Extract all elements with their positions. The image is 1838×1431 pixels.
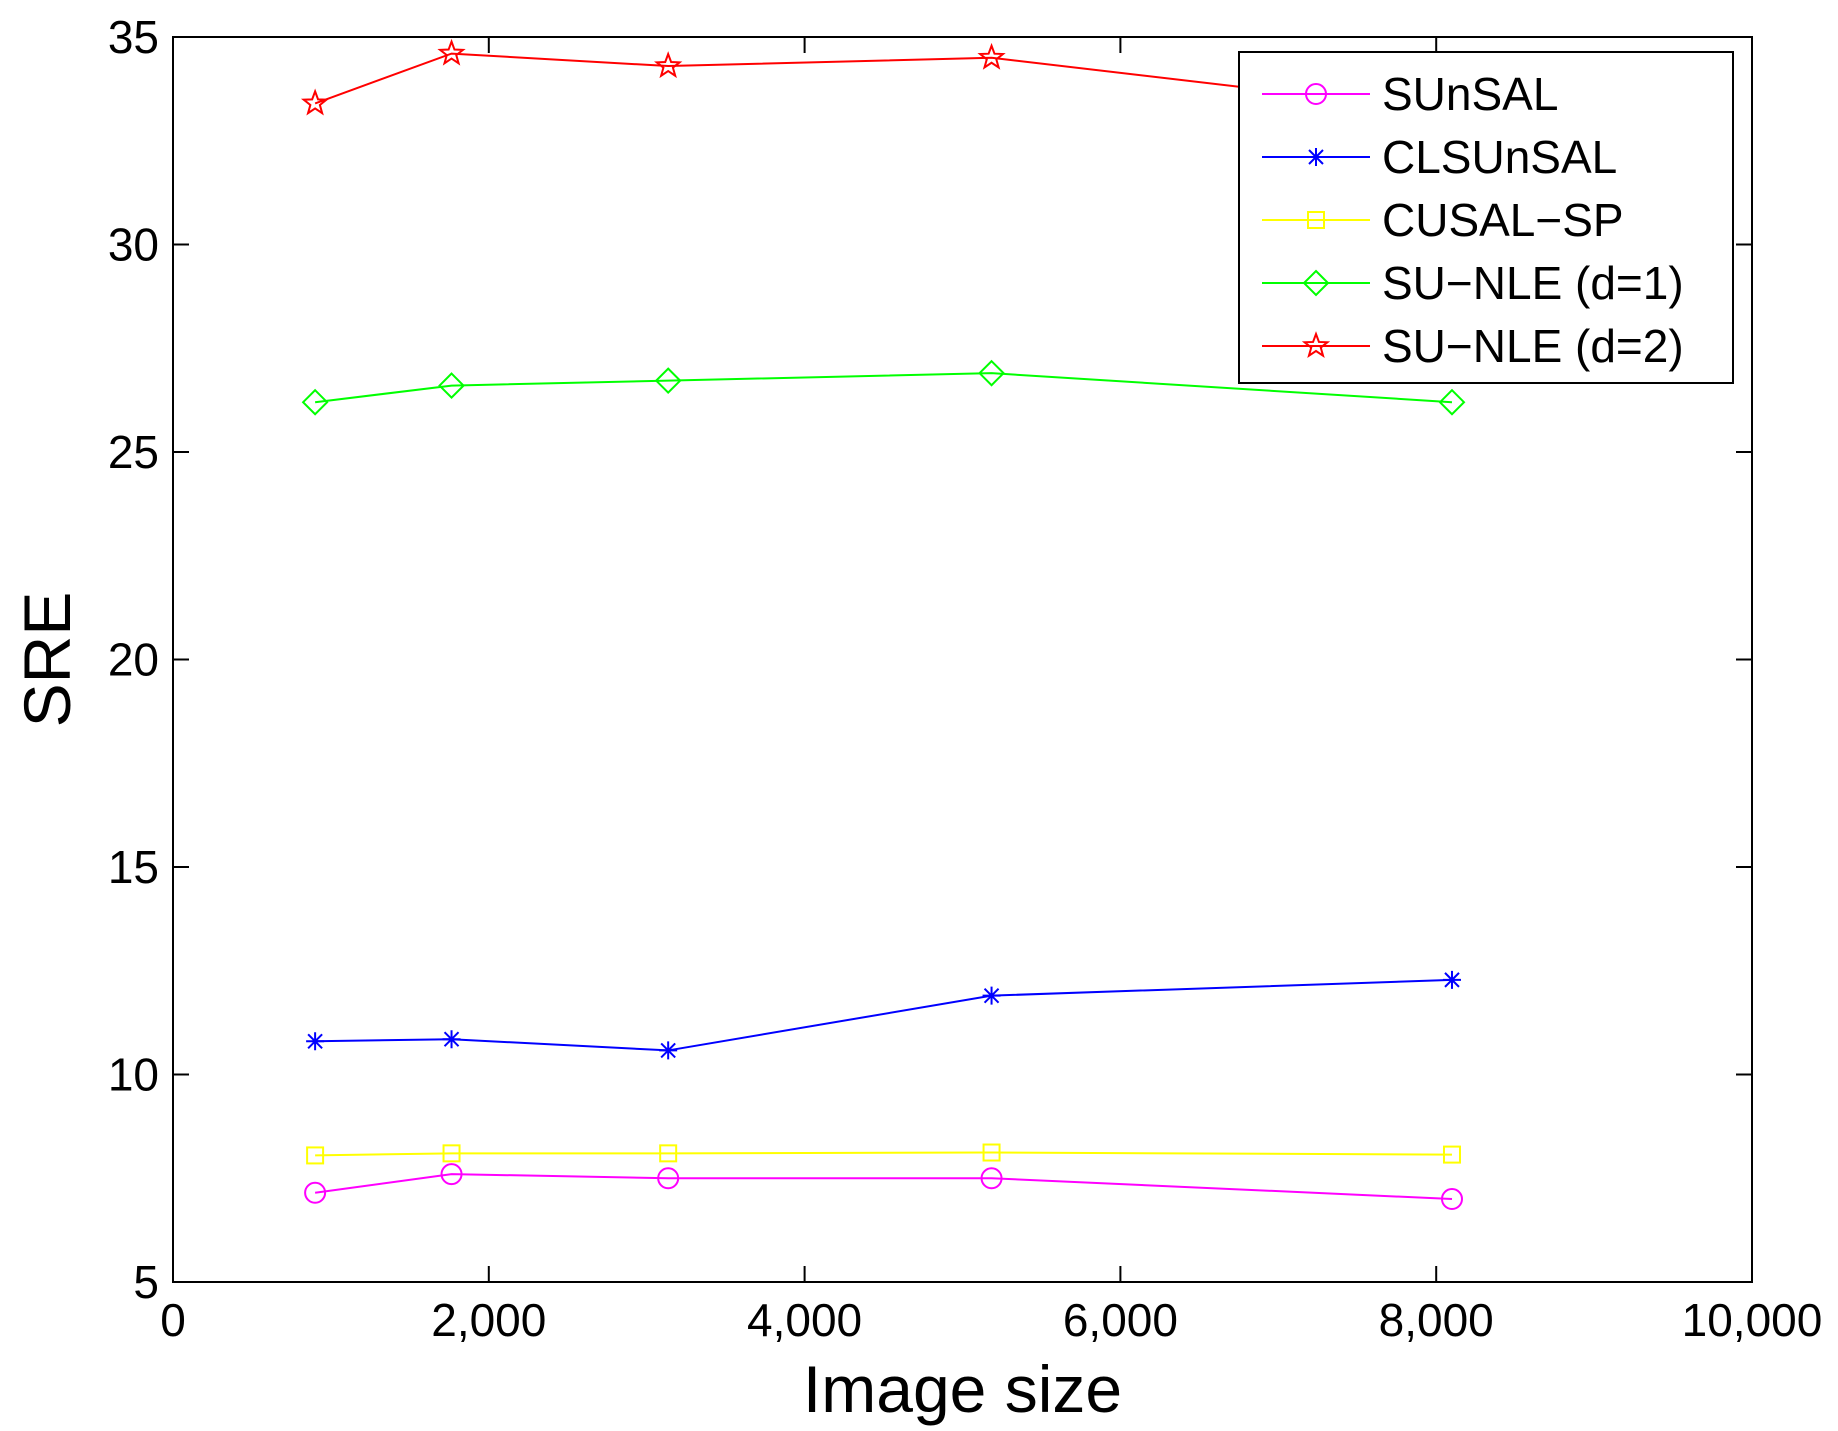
series-0 bbox=[304, 1163, 1463, 1210]
data-point bbox=[654, 51, 683, 79]
legend-label: SU−NLE (d=2) bbox=[1382, 320, 1684, 372]
legend-swatch-marker bbox=[1302, 269, 1330, 297]
legend-label: CUSAL−SP bbox=[1382, 194, 1624, 246]
data-point bbox=[306, 1146, 325, 1165]
y-tick-label: 15 bbox=[108, 841, 159, 893]
legend: SUnSAL CLSUnSAL CUSAL−SP SU−NLE (d=1) SU−NLE… bbox=[1238, 51, 1734, 384]
data-point bbox=[1442, 1145, 1461, 1164]
y-tick-label: 5 bbox=[133, 1256, 159, 1308]
data-point bbox=[659, 1144, 678, 1163]
data-point bbox=[659, 1041, 678, 1060]
series-line bbox=[315, 1151, 1452, 1157]
legend-swatch-marker bbox=[1307, 148, 1325, 166]
data-point bbox=[980, 1167, 1003, 1190]
series-1 bbox=[306, 970, 1461, 1060]
data-point bbox=[977, 42, 1006, 70]
data-point bbox=[982, 1143, 1001, 1162]
legend-label: CLSUnSAL bbox=[1382, 131, 1617, 183]
y-axis: 5 10 15 20 25 30 35 bbox=[108, 11, 1752, 1308]
legend-item: SU−NLE (d=1) bbox=[1262, 257, 1684, 309]
data-point bbox=[978, 359, 1005, 387]
series-line bbox=[314, 372, 1453, 404]
data-point bbox=[657, 1167, 680, 1190]
legend-box bbox=[1238, 51, 1734, 384]
data-point bbox=[442, 1030, 461, 1049]
y-axis-title: SRE bbox=[10, 592, 84, 728]
series-3 bbox=[301, 359, 1466, 416]
data-point bbox=[982, 986, 1001, 1005]
series-2 bbox=[306, 1143, 1461, 1165]
x-tick-label: 2,000 bbox=[431, 1294, 546, 1346]
x-tick-label: 8,000 bbox=[1379, 1294, 1494, 1346]
series-line bbox=[314, 1173, 1453, 1200]
series-line bbox=[315, 978, 1453, 1052]
y-tick-label: 25 bbox=[108, 426, 159, 478]
x-axis-title: Image size bbox=[803, 1352, 1122, 1426]
y-tick-label: 10 bbox=[108, 1049, 159, 1101]
data-point bbox=[1438, 388, 1466, 416]
x-tick-label: 6,000 bbox=[1063, 1294, 1178, 1346]
legend-label: SUnSAL bbox=[1382, 68, 1558, 120]
data-point bbox=[306, 1032, 325, 1051]
legend-swatch-marker bbox=[1305, 83, 1327, 105]
x-tick-label: 0 bbox=[160, 1294, 186, 1346]
data-point bbox=[304, 1181, 327, 1204]
data-point bbox=[654, 367, 682, 395]
legend-item: CUSAL−SP bbox=[1262, 194, 1624, 246]
legend-item: SU−NLE (d=2) bbox=[1262, 320, 1684, 372]
y-tick-label: 35 bbox=[108, 11, 159, 63]
x-tick-label: 4,000 bbox=[747, 1294, 862, 1346]
x-tick-label: 10,000 bbox=[1682, 1294, 1823, 1346]
data-point bbox=[438, 372, 465, 400]
series-layer bbox=[300, 38, 1467, 1210]
data-point bbox=[440, 1163, 463, 1186]
x-axis: 0 2,000 4,000 6,000 8,000 10,000 bbox=[160, 37, 1822, 1346]
legend-item: SUnSAL bbox=[1262, 68, 1558, 120]
data-point bbox=[437, 38, 466, 66]
legend-swatch-marker bbox=[1301, 331, 1331, 359]
data-point bbox=[1440, 1188, 1463, 1210]
series-line bbox=[314, 52, 1453, 113]
y-tick-label: 20 bbox=[108, 634, 159, 686]
data-point bbox=[301, 388, 329, 416]
legend-label: SU−NLE (d=1) bbox=[1382, 257, 1684, 309]
data-point bbox=[1442, 970, 1461, 989]
y-tick-label: 30 bbox=[108, 219, 159, 271]
legend-item: CLSUnSAL bbox=[1262, 131, 1617, 183]
legend-swatch-marker bbox=[1307, 211, 1325, 229]
data-point bbox=[300, 88, 330, 116]
data-point bbox=[442, 1144, 461, 1163]
